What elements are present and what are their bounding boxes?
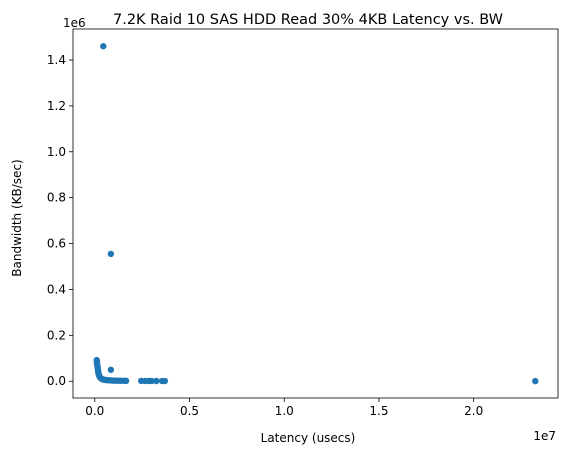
x-tick-label: 0.5 bbox=[180, 404, 199, 418]
y-axis-label: Bandwidth (KB/sec) bbox=[10, 159, 24, 276]
plot-frame bbox=[72, 28, 559, 399]
y-tick-label: 1.0 bbox=[47, 145, 66, 159]
x-tick-label: 1.5 bbox=[369, 404, 388, 418]
y-tick-label: 0.6 bbox=[47, 237, 66, 251]
x-axis-label: Latency (usecs) bbox=[261, 431, 356, 445]
data-point bbox=[153, 377, 160, 385]
data-point bbox=[107, 250, 115, 258]
y-tick-label: 0.2 bbox=[47, 328, 66, 342]
chart-title: 7.2K Raid 10 SAS HDD Read 30% 4KB Latenc… bbox=[113, 12, 503, 28]
x-tick-label: 2.0 bbox=[464, 404, 483, 418]
data-point bbox=[532, 377, 539, 385]
plot-area: 0.0 0.5 1.0 1.5 2.0 0.0 0.2 0.4 0.6 0.8 1.0 1.2 1.4 bbox=[47, 28, 559, 418]
x-tick-label: 0.0 bbox=[85, 404, 104, 418]
y-tick-label: 1.4 bbox=[47, 53, 66, 67]
y-tick-label: 0.0 bbox=[47, 374, 66, 388]
data-point bbox=[161, 377, 169, 385]
data-point bbox=[100, 43, 107, 50]
data-point bbox=[122, 377, 130, 385]
x-tick-label: 1.0 bbox=[275, 404, 294, 418]
y-offset-label: 1e6 bbox=[63, 16, 86, 30]
y-tick-label: 0.4 bbox=[47, 282, 66, 296]
data-point bbox=[107, 366, 115, 373]
x-offset-label: 1e7 bbox=[533, 429, 556, 443]
y-tick-label: 1.2 bbox=[47, 99, 66, 113]
y-tick-label: 0.8 bbox=[47, 191, 66, 205]
data-point bbox=[148, 377, 155, 385]
